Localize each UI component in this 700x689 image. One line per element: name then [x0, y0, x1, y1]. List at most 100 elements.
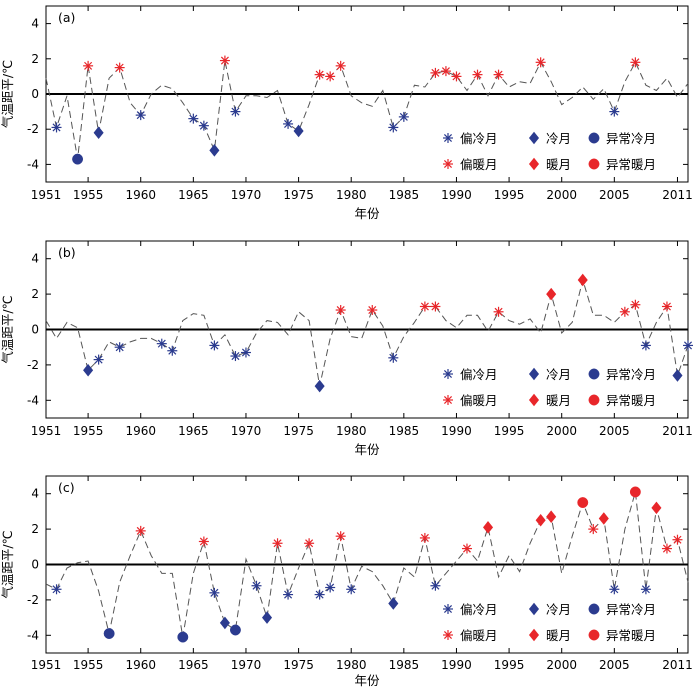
marker-slight-cold: [346, 584, 357, 595]
legend-marker-warm: [528, 628, 540, 642]
marker-slight-warm-stroke: [336, 61, 345, 70]
marker-slight-cold-stroke: [326, 583, 335, 592]
y-tick-label: -2: [27, 593, 39, 607]
marker-slight-cold-stroke: [94, 355, 103, 364]
chart-panel-c: -4 -2 0 2 4 1951 1955 1960 1965 1970 1975 1980 1985 1…: [0, 475, 693, 688]
legend-label-slight-warm: 偏暖月: [460, 157, 498, 172]
y-tick-label: 2: [31, 287, 39, 301]
legend-marker-slight-warm-stroke: [443, 395, 453, 405]
x-tick-label: 1955: [73, 658, 104, 672]
marker-slight-warm-stroke: [662, 302, 671, 311]
marker-slight-warm: [419, 532, 430, 543]
x-tick-label: 1965: [178, 424, 209, 438]
panel-label: (c): [58, 480, 75, 495]
marker-slight-cold: [640, 340, 651, 351]
marker-slight-cold: [398, 111, 409, 122]
marker-slight-warm-stroke: [273, 539, 282, 548]
x-tick-label: 1951: [31, 424, 62, 438]
legend-marker-cold: [528, 367, 540, 381]
marker-warm: [546, 510, 557, 523]
x-tick-label: 1975: [283, 424, 314, 438]
y-tick-label: -2: [27, 122, 39, 136]
marker-slight-cold: [430, 580, 441, 591]
y-axis-title: 气温距平/℃: [0, 60, 15, 128]
marker-slight-cold: [167, 345, 178, 356]
x-tick-label: 2011: [662, 188, 693, 202]
x-tick-label: 1975: [283, 658, 314, 672]
marker-slight-cold: [240, 347, 251, 358]
marker-slight-warm-stroke: [536, 58, 545, 67]
marker-slight-cold: [683, 340, 693, 351]
x-tick-label: 2000: [546, 424, 577, 438]
marker-cold: [314, 379, 325, 393]
x-tick-label: 1980: [336, 424, 367, 438]
marker-warm: [535, 513, 546, 527]
legend-label-cold: 冷月: [546, 367, 571, 382]
x-tick-label: 1960: [125, 658, 156, 672]
marker-slight-warm: [661, 543, 672, 554]
marker-slight-cold-stroke: [389, 123, 398, 132]
x-tick-label: 1951: [31, 658, 62, 672]
marker-slight-warm: [451, 71, 462, 82]
marker-slight-warm: [367, 305, 378, 316]
marker-slight-warm: [219, 55, 230, 66]
marker-slight-warm: [672, 534, 683, 545]
legend-marker-slight-cold: [443, 604, 453, 614]
marker-cold: [672, 369, 683, 382]
marker-slight-warm-stroke: [473, 70, 482, 79]
legend-marker-extreme-warm: [588, 629, 600, 641]
x-tick-label: 2005: [599, 424, 630, 438]
marker-slight-warm: [493, 69, 504, 80]
marker-slight-cold: [135, 110, 146, 121]
marker-slight-cold-stroke: [168, 346, 177, 355]
marker-slight-warm: [314, 69, 325, 80]
legend-marker-slight-warm: [443, 159, 453, 169]
y-tick-label: 0: [31, 558, 39, 572]
marker-slight-cold: [640, 584, 651, 595]
marker-slight-warm-stroke: [431, 302, 440, 311]
marker-extreme-warm: [577, 497, 589, 508]
y-tick-label: 2: [31, 522, 39, 536]
marker-slight-cold-stroke: [157, 339, 166, 348]
marker-slight-warm-stroke: [620, 307, 629, 316]
marker-slight-warm-stroke: [462, 544, 472, 553]
marker-slight-cold-stroke: [347, 585, 356, 594]
x-tick-label: 1970: [231, 188, 262, 202]
legend-label-extreme-warm: 异常暖月: [606, 393, 656, 408]
legend-marker-slight-cold: [443, 369, 453, 379]
marker-slight-warm: [335, 531, 346, 542]
marker-slight-warm: [335, 60, 346, 71]
chart-panel-b: -4 -2 0 2 4 1951 1955 1960 1965 1970 1975 1980 1985 1…: [0, 240, 693, 457]
marker-slight-warm: [335, 305, 346, 316]
marker-slight-warm-stroke: [336, 306, 345, 315]
marker-slight-cold-stroke: [52, 123, 61, 132]
legend-marker-slight-cold-stroke: [443, 369, 453, 379]
marker-cold: [293, 124, 304, 138]
legend-label-slight-cold: 偏冷月: [460, 602, 498, 617]
marker-slight-warm-stroke: [315, 70, 324, 79]
legend-marker-cold: [528, 602, 540, 616]
marker-slight-cold: [230, 351, 241, 362]
marker-slight-cold: [198, 120, 209, 131]
x-tick-label: 1995: [494, 188, 525, 202]
marker-slight-warm-stroke: [494, 307, 503, 316]
marker-slight-warm: [588, 524, 599, 535]
x-tick-label: 1985: [389, 188, 420, 202]
marker-slight-cold-stroke: [389, 353, 398, 362]
marker-slight-warm-stroke: [452, 72, 461, 81]
legend-label-extreme-warm: 异常暖月: [606, 628, 656, 643]
x-tick-label: 1965: [178, 188, 209, 202]
marker-slight-cold: [388, 352, 399, 363]
marker-slight-cold-stroke: [399, 112, 408, 121]
marker-slight-warm: [304, 538, 315, 549]
x-tick-label: 1951: [31, 188, 62, 202]
legend-marker-extreme-cold: [588, 603, 600, 615]
marker-slight-warm-stroke: [220, 56, 229, 65]
marker-slight-cold-stroke: [231, 352, 240, 361]
marker-slight-warm: [535, 57, 546, 68]
y-axis-title: 气温距平/℃: [0, 530, 15, 598]
legend-marker-warm: [528, 157, 540, 171]
legend-marker-extreme-warm: [588, 158, 600, 170]
marker-slight-cold: [609, 106, 620, 117]
